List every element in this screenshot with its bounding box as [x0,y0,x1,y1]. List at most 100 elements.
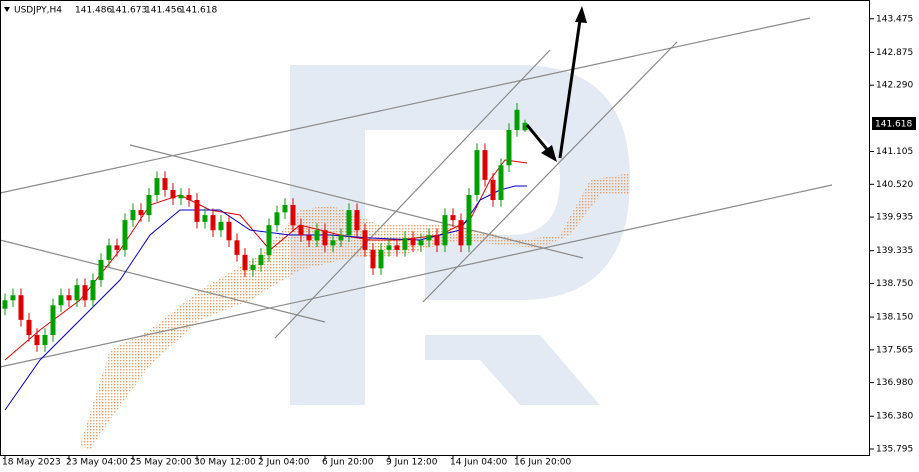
candle-body [506,129,512,166]
candle-body [290,205,296,226]
candle-body [170,189,176,199]
ichimoku-cloud [80,173,630,450]
candle-body [346,210,352,236]
candle-body [90,280,96,301]
candle-body [2,300,8,309]
high-value: 141.673 [110,6,147,16]
y-tick-label: 142.875 [876,48,913,58]
candle-body [258,254,264,265]
candle-body [450,215,456,221]
y-tick-label: 139.335 [876,246,913,256]
candle-body [178,194,184,199]
forecast-arrows [525,6,587,162]
candle-body [386,245,392,250]
candles [2,103,528,352]
candle-body [362,230,368,250]
candle-body [402,238,408,250]
candle-body [74,285,80,301]
candle-body [522,122,528,131]
price-label-box [872,117,916,130]
kijun-line [4,185,527,411]
candle-body [474,150,480,195]
candle-body [162,178,168,190]
candle-body [466,194,472,246]
candle-body [42,334,48,346]
symbol: USDJPY,H4 [14,6,62,16]
candle-body [250,264,256,271]
candle-body [298,225,304,236]
candle-body [194,199,200,222]
y-tick-label: 140.520 [876,180,913,190]
open-value: 141.486 [75,6,112,16]
candle-body [314,230,320,241]
y-tick-label: 143.475 [876,14,913,24]
plot-frame [0,0,870,456]
candle-body [306,235,312,241]
candle-body [434,235,440,246]
y-tick-label: 136.980 [876,378,913,388]
x-tick-label: 14 Jun 04:00 [450,458,507,468]
y-tick-label: 137.565 [876,345,913,355]
candle-body [186,194,192,200]
low-value: 141.456 [145,6,182,16]
candle-body [458,220,464,246]
price-label: 141.618 [875,120,912,130]
candle-body [226,221,232,241]
candle-body [218,221,224,231]
candle-body [34,334,40,346]
menu-triangle [4,7,10,12]
x-tick-label: 2 Jun 04:00 [258,458,310,468]
candle-body [106,245,112,260]
x-tick-label: 30 May 12:00 [194,458,256,468]
candle-body [322,230,328,246]
candle-body [490,179,496,200]
candle-body [274,212,280,226]
candle-body [10,295,16,301]
y-tick-label: 138.150 [876,313,913,323]
candle-body [202,215,208,222]
candle-body [66,295,72,301]
y-tick-label: 139.935 [876,213,913,223]
candle-body [210,215,216,231]
tenkan-line [4,159,528,361]
x-tick-label: 6 Jun 20:00 [322,458,374,468]
x-tick-label: 16 Jun 20:00 [514,458,571,468]
candle-body [282,205,288,213]
trend-lines [0,17,833,368]
x-tick-label: 25 May 20:00 [130,458,192,468]
candle-body [370,249,376,269]
candle-body [242,254,248,271]
candle-body [410,238,416,246]
candle-body [266,225,272,255]
candle-body [354,210,360,231]
candle-body [498,165,504,200]
candle-body [418,240,424,246]
candle-body [50,305,56,335]
candle-body [234,240,240,255]
candle-body [154,178,160,195]
close-value: 141.618 [180,6,217,16]
candle-body [482,150,488,180]
y-tick-label: 135.795 [876,444,913,454]
candle-body [114,245,120,250]
y-tick-label: 142.290 [876,81,913,91]
x-tick-label: 9 Jun 12:00 [386,458,438,468]
candle-body [138,210,144,216]
candle-body [98,259,104,281]
y-tick-label: 141.105 [876,147,913,157]
candle-body [338,235,344,241]
candle-body [426,235,432,241]
candle-body [122,220,128,250]
candle-body [394,245,400,250]
candle-body [82,285,88,301]
x-tick-label: 18 May 2023 [2,458,61,468]
candle-body [130,210,136,221]
y-tick-label: 138.750 [876,279,913,289]
candle-body [514,109,520,130]
y-tick-label: 136.380 [876,412,913,422]
candle-body [378,249,384,269]
candle-body [442,215,448,246]
y-axis: 143.475 142.875 142.290 141.105 140.520 139.9… [870,14,913,454]
candle-body [330,240,336,246]
